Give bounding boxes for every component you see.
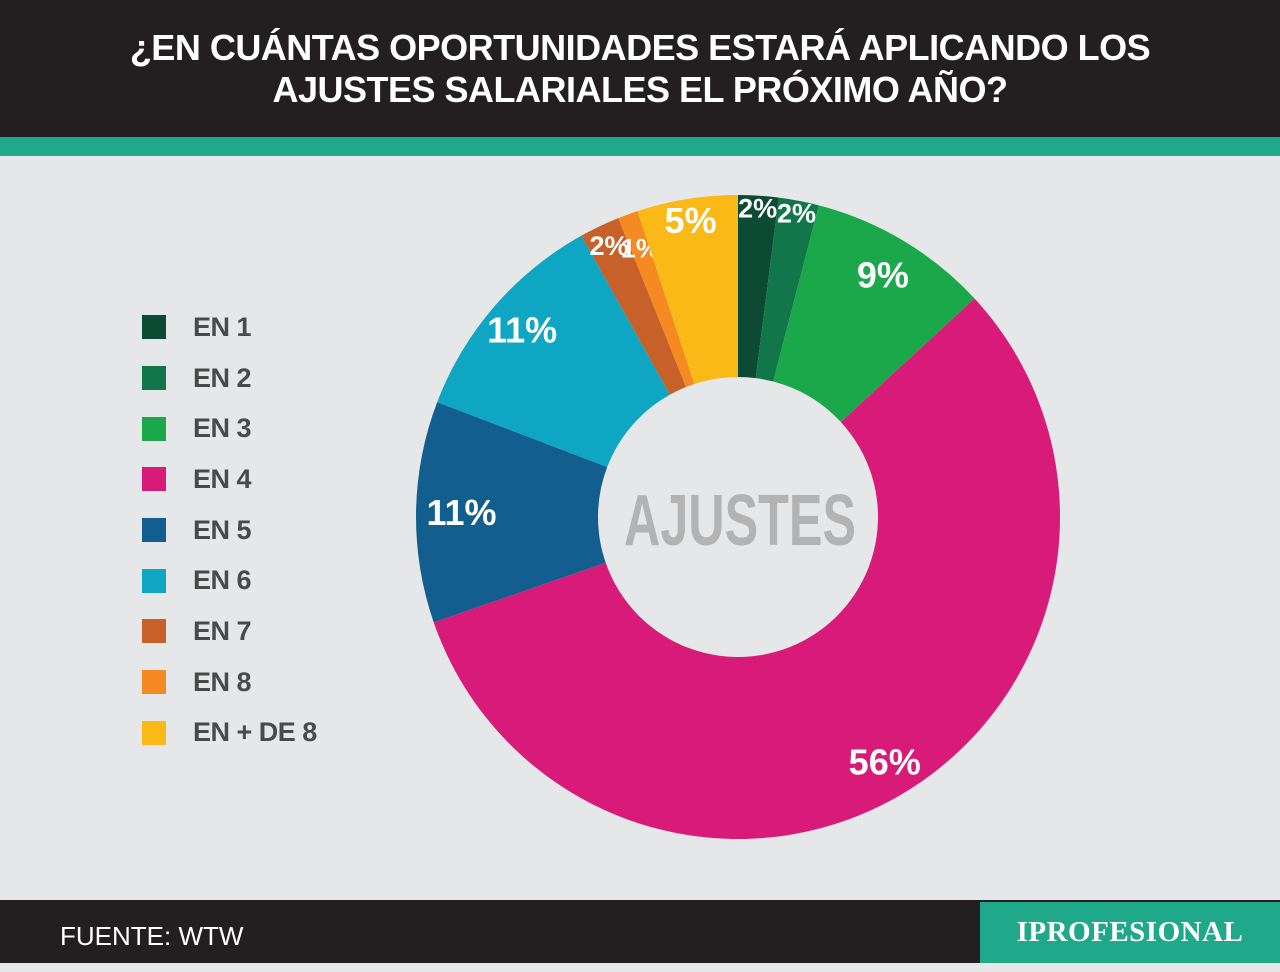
- legend-label: EN 1: [193, 311, 252, 342]
- legend-label: EN 4: [193, 463, 252, 494]
- legend-item: EN 4: [142, 454, 317, 505]
- slice-value-label: 9%: [857, 255, 909, 296]
- slice-value-label: 11%: [426, 492, 496, 533]
- legend-swatch: [142, 568, 166, 593]
- legend-label: EN 8: [193, 666, 252, 697]
- legend: EN 1 EN 2 EN 3 EN 4 EN 5 EN 6 EN 7 EN 8 EN + DE …: [142, 302, 317, 758]
- slice-value-label: 5%: [665, 200, 717, 241]
- donut-chart: 2% 2%9%56%11%11%2%1%5%AJUSTES: [416, 193, 1061, 840]
- brand-logo: [980, 902, 1280, 963]
- legend-swatch: [142, 467, 166, 492]
- legend-swatch: [142, 416, 166, 441]
- accent-bar: [0, 137, 1280, 156]
- chart-title-line-2: AJUSTES SALARIALES EL PRÓXIMO AÑO?: [272, 68, 1008, 110]
- legend-swatch: [142, 315, 166, 340]
- slice-value-label: 11%: [487, 309, 557, 350]
- legend-swatch: [142, 366, 166, 391]
- brand-logo-text: IPROFESIONAL: [1016, 916, 1244, 948]
- legend-label: EN 6: [193, 565, 252, 596]
- legend-item: EN 5: [142, 505, 317, 556]
- slice-value-label: 56%: [849, 742, 921, 783]
- legend-item: EN 8: [142, 657, 317, 708]
- legend-item: EN 6: [142, 555, 317, 606]
- legend-label: EN 7: [193, 615, 252, 646]
- legend-item: EN 2: [142, 353, 317, 404]
- legend-item: EN 3: [142, 403, 317, 454]
- pie-slice: [755, 197, 819, 382]
- header: ¿EN CUÁNTAS OPORTUNIDADES ESTARÁ APLICAN…: [0, 0, 1280, 137]
- slice-value-label: 2%: [738, 193, 777, 223]
- pie-slice: [773, 205, 975, 423]
- legend-swatch: [142, 518, 166, 543]
- legend-item: EN 1: [142, 302, 317, 353]
- pie-slice: [637, 195, 738, 384]
- pie-slice: [618, 211, 695, 388]
- legend-label: EN 3: [193, 413, 252, 444]
- legend-item: EN + DE 8: [142, 708, 317, 759]
- slice-value-label: 2%: [777, 198, 816, 228]
- chart-title-line-1: ¿EN CUÁNTAS OPORTUNIDADES ESTARÁ APLICAN…: [129, 26, 1151, 68]
- pie-slice: [738, 195, 779, 379]
- slice-value-label: 2%: [589, 231, 628, 261]
- legend-label: EN 2: [193, 362, 252, 393]
- legend-item: EN 7: [142, 606, 317, 657]
- legend-swatch: [142, 670, 166, 695]
- pie-slice: [437, 235, 670, 468]
- legend-swatch: [142, 720, 166, 745]
- pie-slice: [416, 402, 608, 623]
- pie-slice: [433, 298, 1061, 840]
- legend-swatch: [142, 619, 166, 644]
- legend-label: EN + DE 8: [193, 717, 317, 748]
- source-text: FUENTE: WTW: [60, 921, 244, 951]
- legend-label: EN 5: [193, 514, 252, 545]
- center-label: AJUSTES: [624, 481, 856, 561]
- pie-slice: [581, 218, 686, 395]
